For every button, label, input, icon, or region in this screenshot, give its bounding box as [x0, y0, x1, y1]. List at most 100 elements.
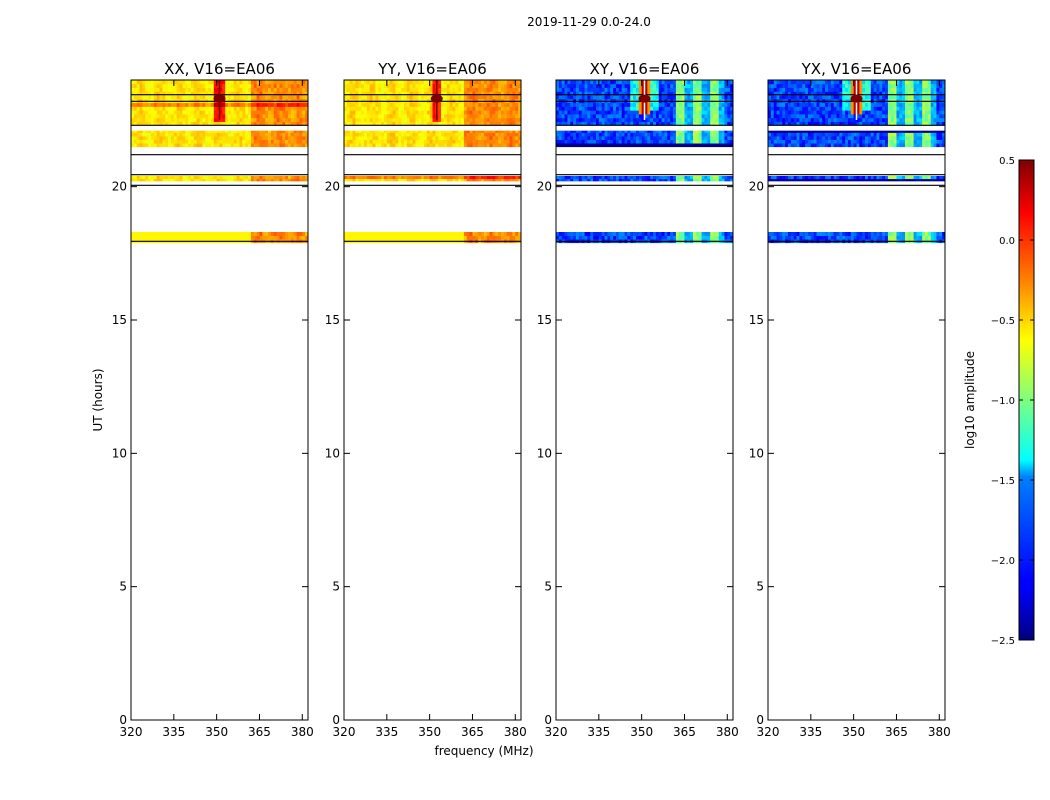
heatmap-cell [581, 110, 585, 115]
heatmap-cell [695, 87, 700, 92]
heatmap-cell [698, 132, 702, 137]
heatmap-cell [782, 232, 786, 236]
heatmap-cell [472, 87, 476, 92]
heatmap-cell [256, 136, 260, 140]
heatmap-cell [443, 235, 448, 240]
heatmap-cell [463, 143, 468, 148]
heatmap-cell [290, 136, 295, 140]
heatmap-cell [182, 114, 186, 119]
heatmap-cell [610, 106, 614, 111]
heatmap-cell [933, 143, 937, 148]
heatmap-cell [730, 95, 733, 100]
heatmap-cell [256, 106, 260, 111]
heatmap-cell [799, 132, 803, 137]
heatmap-cell [170, 139, 175, 144]
heatmap-cell [389, 136, 393, 140]
heatmap-cell [638, 114, 643, 119]
heatmap-cell [296, 102, 300, 107]
heatmap-cell [730, 232, 733, 236]
heatmap-cell [833, 178, 837, 182]
heatmap-cell [575, 102, 580, 107]
heatmap-cell [495, 139, 499, 144]
heatmap-cell [647, 128, 651, 133]
heatmap-cell [168, 80, 172, 85]
x-tick-label: 365 [461, 725, 484, 739]
heatmap-cell [139, 235, 143, 240]
heatmap-cell [225, 128, 229, 133]
heatmap-cell [856, 132, 860, 137]
heatmap-cell [259, 83, 263, 88]
heatmap-cell [478, 91, 482, 96]
heatmap-cell [199, 232, 203, 236]
heatmap-cell [435, 136, 439, 140]
heatmap-cell [142, 235, 146, 240]
heatmap-cell [561, 139, 565, 144]
heatmap-cell [216, 102, 220, 107]
heatmap-cell [418, 87, 422, 92]
heatmap-cell [489, 132, 493, 137]
y-tick-label: 20 [112, 180, 127, 194]
heatmap-cell [704, 114, 708, 119]
heatmap-cell [156, 87, 160, 92]
heatmap-cell [253, 91, 258, 96]
heatmap-cell [478, 176, 482, 180]
heatmap-cell [593, 178, 597, 182]
heatmap-cell [378, 139, 382, 144]
heatmap-cell [392, 232, 396, 236]
heatmap-cell [372, 114, 376, 119]
heatmap-cell [833, 132, 837, 137]
heatmap-cell [443, 117, 448, 122]
heatmap-cell [718, 80, 722, 85]
heatmap-cell [698, 139, 702, 144]
heatmap-cell [607, 114, 611, 119]
heatmap-cell [483, 121, 488, 126]
heatmap-cell [153, 132, 158, 137]
heatmap-cell [369, 176, 373, 180]
heatmap-cell [381, 114, 385, 119]
heatmap-cell [927, 143, 932, 148]
heatmap-cell [503, 128, 508, 133]
heatmap-cell [366, 235, 371, 240]
heatmap-cell [890, 178, 895, 182]
heatmap-cell [564, 136, 568, 140]
heatmap-cell [618, 117, 623, 122]
heatmap-cell [273, 176, 277, 180]
heatmap-cell [432, 117, 436, 122]
heatmap-cell [483, 87, 488, 92]
heatmap-cell [253, 117, 258, 122]
heatmap-cell [415, 114, 419, 119]
heatmap-cell [446, 110, 451, 115]
heatmap-cell [250, 139, 255, 144]
heatmap-cell [796, 139, 800, 144]
heatmap-cell [426, 178, 431, 182]
heatmap-cell [942, 232, 945, 236]
heatmap-cell [185, 110, 189, 115]
heatmap-cell [678, 106, 683, 111]
heatmap-cell [856, 232, 860, 236]
heatmap-cell [259, 87, 263, 92]
heatmap-cell [466, 132, 471, 137]
heatmap-cell [630, 176, 634, 180]
heatmap-cell [658, 87, 663, 92]
heatmap-cell [366, 102, 371, 107]
heatmap-cell [438, 80, 442, 85]
heatmap-cell [421, 110, 425, 115]
heatmap-cell [145, 143, 149, 148]
heatmap-cell [145, 232, 149, 236]
heatmap-cell [449, 110, 453, 115]
heatmap-cell [452, 176, 456, 180]
heatmap-cell [219, 80, 223, 85]
heatmap-cell [288, 95, 292, 100]
heatmap-cell [381, 121, 385, 126]
heatmap-cell [239, 139, 243, 144]
heatmap-cell [131, 110, 135, 115]
heatmap-cell [466, 121, 471, 126]
heatmap-cell [779, 139, 783, 144]
heatmap-cell [595, 128, 600, 133]
heatmap-cell [661, 178, 665, 182]
heatmap-cell [587, 117, 591, 122]
heatmap-cell [718, 91, 722, 96]
heatmap-cell [150, 95, 155, 100]
heatmap-cell [293, 136, 297, 140]
heatmap-cell [887, 132, 892, 137]
